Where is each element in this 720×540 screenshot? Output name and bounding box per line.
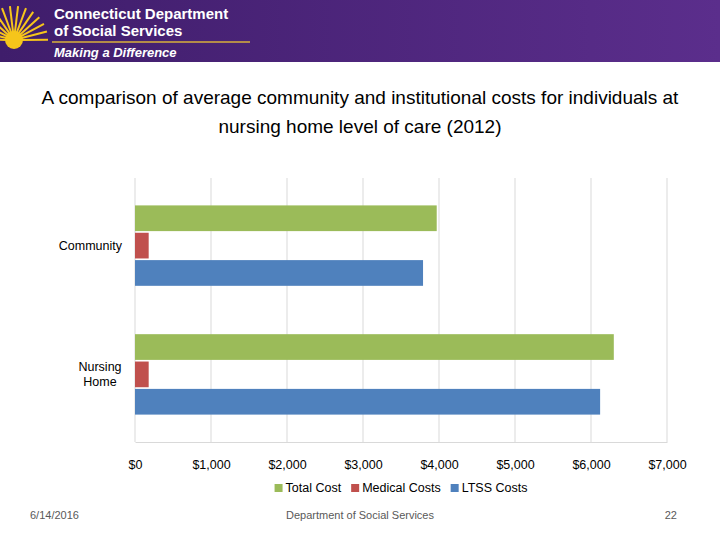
legend-label: Medical Costs (362, 481, 441, 495)
bar (135, 205, 437, 231)
header-tagline: Making a Difference (54, 45, 177, 60)
x-axis-line (136, 442, 668, 443)
y-tick-label: Community (59, 239, 123, 253)
x-tick-label: $0 (129, 458, 143, 472)
y-tick-label: NursingHome (78, 360, 121, 389)
x-tick-label: $6,000 (572, 458, 610, 472)
x-tick-label: $2,000 (268, 458, 306, 472)
x-tick: $7,000 (648, 442, 686, 472)
legend-label: LTSS Costs (462, 481, 528, 495)
logo-ray (22, 39, 48, 41)
logo (0, 6, 48, 49)
x-tick: $0 (129, 442, 143, 472)
footer-center: Department of Social Services (286, 509, 434, 521)
x-tick: $4,000 (420, 442, 458, 472)
header-rule (52, 41, 250, 43)
bar (135, 389, 600, 415)
bars (135, 205, 614, 414)
legend-label: Total Cost (286, 481, 342, 495)
y-tick: NursingHome (78, 360, 135, 389)
x-tick: $1,000 (192, 442, 230, 472)
logo-ray (10, 6, 13, 32)
footer-page: 22 (665, 509, 677, 521)
chart-title: A comparison of average community and in… (42, 87, 680, 137)
header-org: of Social Services (54, 22, 182, 39)
bar (135, 260, 423, 286)
bar (135, 334, 614, 360)
x-tick-label: $5,000 (496, 458, 534, 472)
x-tick-label: $7,000 (648, 458, 686, 472)
bar (135, 233, 149, 259)
x-tick-label: $4,000 (420, 458, 458, 472)
footer-date: 6/14/2016 (30, 509, 79, 521)
bar (135, 362, 149, 388)
x-tick: $3,000 (344, 442, 382, 472)
header-band (0, 0, 720, 62)
grid (135, 178, 667, 442)
x-axis: $0 $1,000 $2,000 $3,000 $4,000 $5,000 $6,000 $7… (129, 442, 687, 472)
logo-ray (22, 32, 47, 38)
y-axis-line (135, 179, 136, 443)
legend-item: LTSS Costs (451, 481, 528, 495)
header-org: Connecticut Department (54, 5, 228, 22)
legend-swatch (451, 484, 459, 492)
x-tick: $2,000 (268, 442, 306, 472)
legend-swatch (275, 484, 283, 492)
legend-swatch (351, 484, 359, 492)
logo-sun (5, 31, 23, 49)
legend-item: Total Cost (275, 481, 342, 495)
legend: Total Cost Medical Costs LTSS Costs (275, 481, 528, 495)
y-axis: Community NursingHome (59, 179, 136, 443)
grid-line (667, 178, 668, 442)
x-tick-label: $1,000 (192, 458, 230, 472)
y-tick: Community (59, 239, 135, 253)
legend-item: Medical Costs (351, 481, 441, 495)
slide: Connecticut Departmentof Social Services… (0, 0, 720, 540)
x-tick: $5,000 (496, 442, 534, 472)
x-tick: $6,000 (572, 442, 610, 472)
x-tick-label: $3,000 (344, 458, 382, 472)
